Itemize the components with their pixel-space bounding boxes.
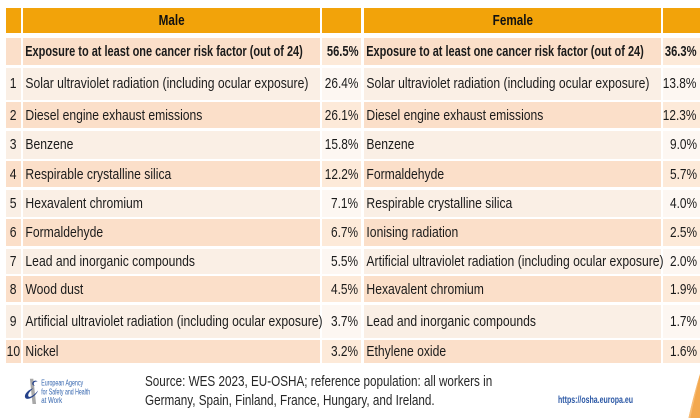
svg-text:for Safety and Health: for Safety and Health — [41, 387, 90, 396]
svg-text:at Work: at Work — [41, 396, 63, 405]
svg-text:European Agency: European Agency — [41, 379, 83, 388]
